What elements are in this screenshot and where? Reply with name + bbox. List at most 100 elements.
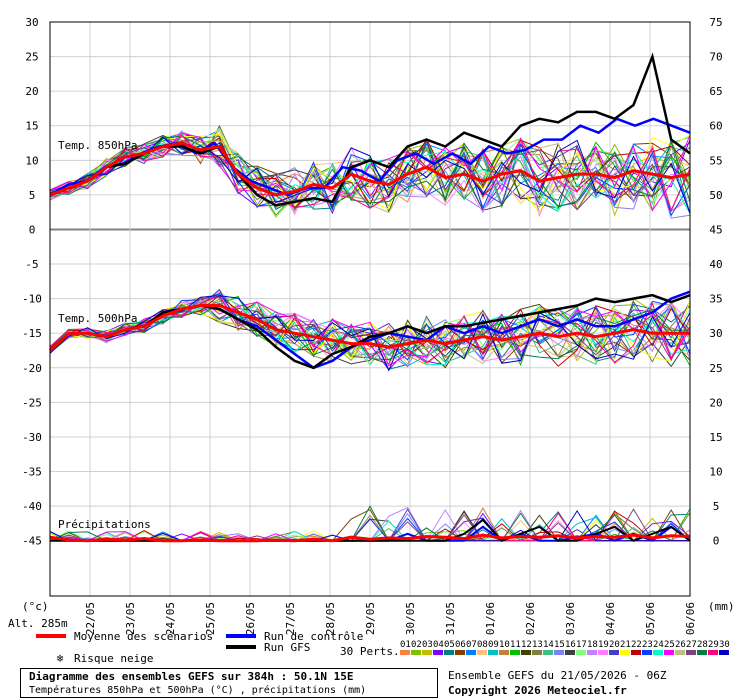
right-tick-label: 60 <box>709 120 722 133</box>
member-number-label: 15 <box>554 640 565 650</box>
member-color-swatch <box>521 650 531 655</box>
right-tick-label: 0 <box>713 535 720 548</box>
snowflake-icon: ❄ <box>57 652 64 665</box>
left-tick-label: -20 <box>22 362 42 375</box>
member-850-line <box>49 136 691 214</box>
member-color-swatch <box>598 650 608 655</box>
member-color-swatch <box>466 650 476 655</box>
member-color-swatch <box>686 650 696 655</box>
member-number-label: 05 <box>444 640 455 650</box>
ensemble-run-label: Ensemble GEFS du 21/05/2026 - 06Z <box>448 669 667 682</box>
member-number-label: 02 <box>411 640 422 650</box>
member-number-label: 11 <box>510 640 521 650</box>
member-color-swatch <box>675 650 685 655</box>
altitude-label: Alt. 285m <box>8 617 68 630</box>
member-number-label: 10 <box>499 640 510 650</box>
legend-control-label: Run de contrôle <box>264 630 363 643</box>
member-number-label: 25 <box>664 640 675 650</box>
right-tick-label: 65 <box>709 85 722 98</box>
member-color-swatch <box>444 650 454 655</box>
left-tick-label: 0 <box>29 223 36 236</box>
panel-label: Précipitations <box>58 518 151 531</box>
member-850-line <box>49 127 691 213</box>
member-850-line <box>49 133 691 211</box>
mean-precip-line <box>49 533 691 543</box>
date-tick-label: 27/05 <box>284 602 297 635</box>
member-color-swatch <box>697 650 707 655</box>
date-tick-label: 02/06 <box>524 602 537 635</box>
main-series <box>48 52 691 543</box>
left-tick-label: -30 <box>22 431 42 444</box>
member-number-label: 17 <box>576 640 587 650</box>
member-color-swatch <box>653 650 663 655</box>
date-tick-label: 30/05 <box>404 602 417 635</box>
member-color-swatch <box>587 650 597 655</box>
info-subtitle: Températures 850hPa et 500hPa (°C) , pré… <box>29 685 367 696</box>
left-tick-label: -45 <box>22 535 42 548</box>
member-color-swatch <box>565 650 575 655</box>
member-number-label: 08 <box>477 640 488 650</box>
left-units-label: (°c) <box>22 600 49 613</box>
member-number-label: 14 <box>543 640 554 650</box>
date-tick-label: 25/05 <box>204 602 217 635</box>
right-tick-label: 30 <box>709 327 722 340</box>
copyright-label: Copyright 2026 Meteociel.fr <box>448 684 627 697</box>
right-tick-label: 75 <box>709 16 722 29</box>
member-850-line <box>49 129 691 218</box>
date-tick-label: 03/06 <box>564 602 577 635</box>
member-color-swatch <box>411 650 421 655</box>
member-number-label: 20 <box>609 640 620 650</box>
date-tick-label: 06/06 <box>684 602 697 635</box>
member-number-label: 13 <box>532 640 543 650</box>
member-number-label: 26 <box>675 640 686 650</box>
right-tick-label: 70 <box>709 51 722 64</box>
member-number-label: 19 <box>598 640 609 650</box>
mean-850-line <box>49 141 691 197</box>
gfs-500-line <box>49 293 691 370</box>
right-units-label: (mm) <box>708 600 735 613</box>
right-tick-label: 50 <box>709 189 722 202</box>
right-tick-label: 45 <box>709 223 722 236</box>
member-color-swatch <box>532 650 542 655</box>
member-color-swatch <box>499 650 509 655</box>
left-tick-label: -40 <box>22 500 42 513</box>
member-number-label: 24 <box>653 640 664 650</box>
date-tick-label: 26/05 <box>244 602 257 635</box>
date-tick-label: 24/05 <box>164 602 177 635</box>
right-tick-label: 25 <box>709 362 722 375</box>
member-color-swatch <box>422 650 432 655</box>
right-tick-label: 55 <box>709 154 722 167</box>
date-tick-label: 05/06 <box>644 602 657 635</box>
date-tick-label: 28/05 <box>324 602 337 635</box>
member-color-swatch <box>642 650 652 655</box>
legend-perts-label: 30 Perts. <box>340 645 400 658</box>
member-850-line <box>49 134 691 212</box>
left-tick-label: 5 <box>29 189 36 202</box>
member-number-label: 07 <box>466 640 477 650</box>
member-number-label: 23 <box>642 640 653 650</box>
member-number-label: 28 <box>697 640 708 650</box>
date-tick-label: 22/05 <box>84 602 97 635</box>
member-number-label: 06 <box>455 640 466 650</box>
member-color-swatch <box>719 650 729 655</box>
right-tick-label: 5 <box>713 500 720 513</box>
member-color-swatch <box>708 650 718 655</box>
left-tick-label: 25 <box>25 51 38 64</box>
right-tick-label: 10 <box>709 466 722 479</box>
left-tick-label: 10 <box>25 154 38 167</box>
mean-500-line <box>48 304 690 352</box>
member-color-swatch <box>510 650 520 655</box>
member-color-swatch <box>433 650 443 655</box>
right-tick-label: 40 <box>709 258 722 271</box>
member-850-line <box>49 135 691 210</box>
member-number-label: 29 <box>708 640 719 650</box>
left-tick-label: -35 <box>22 466 42 479</box>
member-number-label: 18 <box>587 640 598 650</box>
member-color-swatch <box>477 650 487 655</box>
legend-snow-label: Risque neige <box>74 652 153 665</box>
date-tick-label: 31/05 <box>444 602 457 635</box>
member-500-line <box>49 295 691 372</box>
panel-label: Temp. 500hPa <box>58 312 137 325</box>
member-color-swatch <box>664 650 674 655</box>
